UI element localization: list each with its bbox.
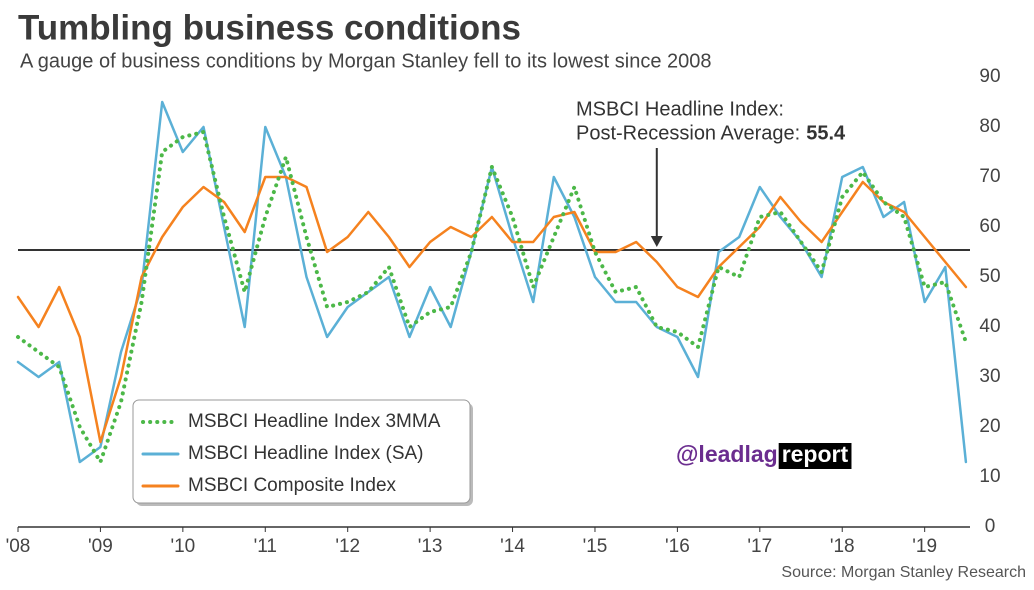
- arrow-head: [650, 236, 663, 247]
- x-tick-label: '13: [418, 536, 443, 557]
- y-tick-label: 40: [979, 316, 1000, 337]
- legend: [132, 399, 471, 504]
- x-tick-label: '11: [254, 536, 277, 557]
- watermark: @leadlag: [676, 441, 778, 467]
- x-tick-label: '16: [665, 536, 690, 557]
- x-tick-label: '12: [335, 536, 360, 557]
- x-tick-label: '09: [88, 536, 113, 557]
- y-tick-label: 30: [979, 366, 1000, 387]
- series-line: [16, 130, 968, 464]
- x-tick-label: '10: [170, 536, 195, 557]
- source: Source: Morgan Stanley Research: [781, 564, 1026, 581]
- watermark-box: [778, 443, 852, 469]
- y-tick-label: 70: [979, 166, 1000, 187]
- x-tick-label: '14: [500, 536, 525, 557]
- annotation-value: 55.4: [806, 122, 846, 144]
- legend-label: MSBCI Composite Index: [188, 475, 397, 496]
- legend-label: MSBCI Headline Index 3MMA: [188, 411, 441, 432]
- y-tick-label: 60: [979, 216, 1000, 237]
- y-tick-label: 80: [979, 116, 1000, 137]
- watermark: report: [782, 441, 849, 467]
- legend-label: MSBCI Headline Index (SA): [188, 443, 424, 464]
- chart-title: Tumbling business conditions: [18, 8, 521, 47]
- y-tick-label: 20: [979, 416, 1000, 437]
- x-tick-label: '17: [747, 536, 772, 557]
- y-tick-label: 10: [979, 466, 1000, 487]
- y-tick-label: 0: [985, 516, 996, 537]
- x-tick-label: '18: [830, 536, 855, 557]
- x-tick-label: '19: [912, 536, 937, 557]
- series-line: [16, 175, 968, 444]
- chart-subtitle: A gauge of business conditions by Morgan…: [20, 50, 712, 72]
- y-tick-label: 90: [979, 66, 1000, 87]
- annotation: Post-Recession Average:: [576, 122, 800, 144]
- annotation: MSBCI Headline Index:: [576, 98, 784, 120]
- x-tick-label: '15: [583, 536, 608, 557]
- y-tick-label: 50: [979, 266, 1000, 287]
- x-tick-label: '08: [6, 536, 31, 557]
